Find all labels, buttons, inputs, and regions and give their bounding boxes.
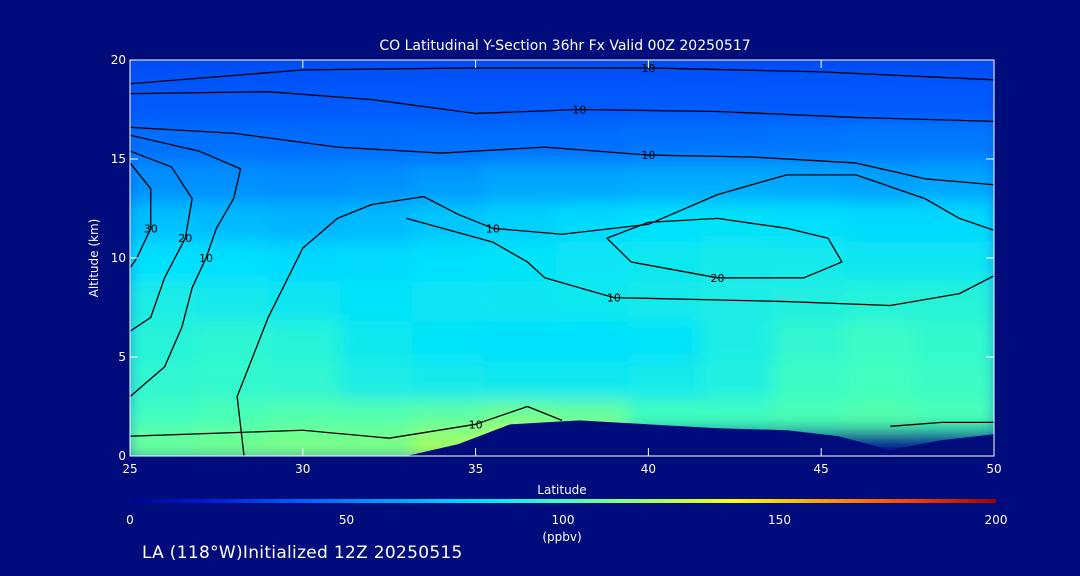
x-tick-label: 40 — [641, 462, 656, 476]
contour-line — [130, 67, 994, 85]
init-subtitle: LA (118°W)Initialized 12Z 20250515 — [142, 543, 463, 563]
colorbar-tick-label: 50 — [339, 513, 354, 527]
y-tick-label: 5 — [118, 350, 126, 364]
chart-title: CO Latitudinal Y-Section 36hr Fx Valid 0… — [379, 38, 750, 54]
contour-label: 10 — [486, 222, 500, 235]
contour-line — [236, 174, 994, 456]
contour-line — [606, 217, 843, 279]
contour-line — [130, 134, 242, 398]
contour-line — [130, 150, 193, 332]
y-tick-label: 20 — [111, 53, 126, 67]
colorbar — [130, 499, 996, 503]
x-tick-label: 50 — [986, 462, 1001, 476]
contour-line — [890, 421, 994, 427]
contour-line — [406, 217, 994, 307]
contour-label: 10 — [469, 418, 483, 431]
contour-label: 10 — [641, 62, 655, 75]
contour-line — [130, 162, 152, 269]
heatmap-field — [130, 60, 994, 456]
contour-label: 10 — [199, 252, 213, 265]
contour-label: 10 — [641, 149, 655, 162]
x-tick-label: 35 — [468, 462, 483, 476]
heat-cell — [196, 430, 280, 456]
y-axis: 0 5 10 15 20 — [111, 53, 994, 463]
y-axis-label: Altitude (km) — [87, 219, 101, 298]
colorbar-tick-label: 100 — [552, 513, 575, 527]
heat-cell — [268, 430, 352, 456]
contour-line — [130, 91, 994, 123]
y-tick-label: 10 — [111, 251, 126, 265]
x-tick-label: 25 — [122, 462, 137, 476]
plot-area: 10 10 10 20 10 20 30 10 10 10 — [130, 60, 994, 456]
contour-lines: 10 10 10 20 10 20 30 10 10 10 — [130, 62, 994, 456]
contour-label: 10 — [572, 104, 586, 117]
colorbar-tick-label: 0 — [126, 513, 134, 527]
x-tick-label: 45 — [814, 462, 829, 476]
colorbar-unit: (ppbv) — [542, 530, 581, 544]
x-axis-label: Latitude — [537, 483, 586, 497]
colorbar-ticks: 0 50 100 150 200 — [126, 513, 1007, 527]
colorbar-tick-label: 200 — [985, 513, 1008, 527]
contour-label: 30 — [144, 222, 158, 235]
contour-label: 10 — [607, 292, 621, 305]
contour-line — [130, 405, 563, 439]
contour-label: 20 — [711, 272, 725, 285]
terrain-mask — [406, 420, 994, 456]
colorbar-tick-label: 150 — [768, 513, 791, 527]
x-tick-label: 30 — [295, 462, 310, 476]
contour-line — [130, 126, 994, 186]
contour-label: 20 — [178, 232, 192, 245]
x-axis: 25 30 35 40 45 50 — [122, 60, 1002, 476]
y-tick-label: 15 — [111, 152, 126, 166]
y-tick-label: 0 — [118, 449, 126, 463]
